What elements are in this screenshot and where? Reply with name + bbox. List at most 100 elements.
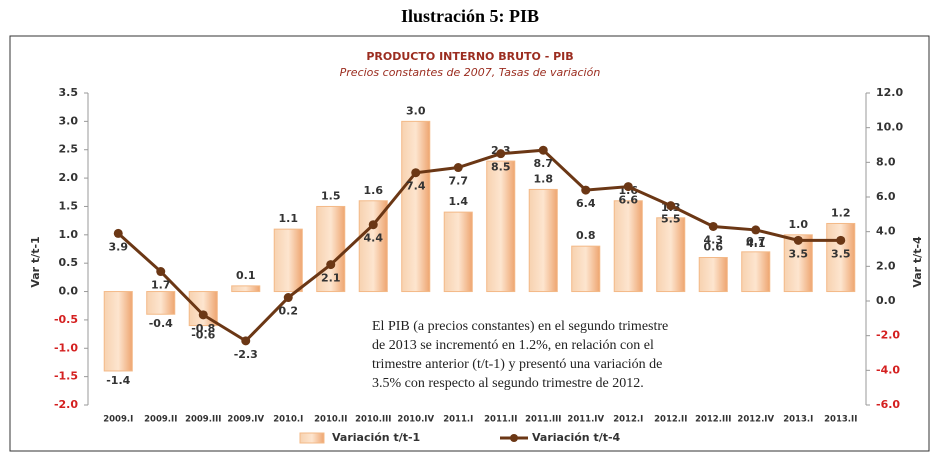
line-marker: [624, 182, 633, 191]
legend-swatch: [510, 434, 518, 442]
chart-title: PRODUCTO INTERNO BRUTO - PIB: [366, 50, 573, 63]
bar: [529, 189, 557, 291]
bar: [487, 161, 515, 291]
line-label: 6.6: [619, 194, 639, 207]
x-tick-label: 2011.III: [525, 415, 561, 425]
bar-label: 3.0: [406, 104, 426, 117]
bar: [614, 201, 642, 292]
line-marker: [241, 336, 250, 345]
y-tick-label: -2.0: [54, 398, 78, 411]
line-marker: [156, 267, 165, 276]
y-tick-label: 1.0: [59, 228, 79, 241]
y-tick-label: 1.5: [59, 199, 79, 212]
y2-tick-label: 8.0: [876, 155, 896, 168]
y-tick-label: 2.0: [59, 171, 79, 184]
annotation: de 2013 se incrementó en 1.2%, en relaci…: [372, 338, 654, 353]
legend-label: Variación t/t-4: [532, 431, 621, 444]
line-marker: [496, 149, 505, 158]
bar-label: 1.1: [279, 212, 299, 225]
line-marker: [326, 260, 335, 269]
y2-tick-label: 2.0: [876, 259, 896, 272]
y2-tick-label: 6.0: [876, 190, 896, 203]
x-tick-label: 2012.I: [613, 415, 643, 425]
line-marker: [199, 310, 208, 319]
line-label: 1.7: [151, 279, 171, 292]
bar-label: 1.2: [831, 206, 851, 219]
line: [118, 150, 841, 341]
y-tick-label: 0.5: [59, 256, 79, 269]
bar: [147, 292, 175, 315]
legend-swatch: [300, 433, 324, 443]
y2-tick-label: 4.0: [876, 225, 896, 238]
line-label: 8.5: [491, 161, 511, 174]
line-marker: [284, 293, 293, 302]
line-marker: [794, 236, 803, 245]
line-label: -0.8: [191, 322, 215, 335]
x-tick-label: 2012.III: [695, 415, 731, 425]
x-tick-label: 2009.II: [144, 415, 177, 425]
annotation: 3.5% con respecto al segundo trimestre d…: [372, 376, 644, 391]
x-tick-label: 2009.IV: [227, 415, 264, 425]
line-label: 8.7: [534, 157, 554, 170]
x-tick-label: 2010.III: [355, 415, 391, 425]
x-tick-label: 2012.IV: [737, 415, 774, 425]
x-tick-label: 2010.IV: [397, 415, 434, 425]
line-label: 4.3: [704, 233, 724, 246]
bar: [104, 292, 132, 371]
bar: [572, 246, 600, 291]
line-marker: [751, 225, 760, 234]
x-tick-label: 2012.II: [654, 415, 687, 425]
y-tick-label: -1.5: [54, 370, 78, 383]
y-tick-label: 3.5: [59, 86, 79, 99]
line-marker: [539, 146, 548, 155]
line-marker: [709, 222, 718, 231]
line-marker: [454, 163, 463, 172]
line-marker: [581, 186, 590, 195]
y2-tick-label: -6.0: [876, 398, 900, 411]
line-label: 3.5: [789, 247, 809, 260]
y-tick-label: 3.0: [59, 114, 79, 127]
line-label: 2.1: [321, 272, 341, 285]
bar-label: 1.8: [534, 172, 554, 185]
y-tick-label: -1.0: [54, 341, 78, 354]
line-marker: [836, 236, 845, 245]
bar-label: -1.4: [106, 374, 130, 387]
annotation: El PIB (a precios constantes) en el segu…: [372, 319, 668, 334]
line-label: 3.5: [831, 247, 851, 260]
line-label: 4.4: [364, 232, 384, 245]
line-label: -2.3: [234, 348, 258, 361]
y2-tick-label: -4.0: [876, 363, 900, 376]
bar: [699, 258, 727, 292]
bar-label: 1.6: [364, 184, 384, 197]
chart: Ilustración 5: PIB PRODUCTO INTERNO BRUT…: [0, 0, 940, 452]
x-tick-label: 2011.IV: [567, 415, 604, 425]
line-marker: [666, 201, 675, 210]
bar: [274, 229, 302, 291]
y2-tick-label: 10.0: [876, 121, 903, 134]
chart-subtitle: Precios constantes de 2007, Tasas de var…: [340, 66, 601, 79]
bar-label: 1.4: [449, 195, 469, 208]
bar-label: 1.0: [789, 218, 809, 231]
x-tick-label: 2010.I: [273, 415, 303, 425]
line-label: 4.1: [746, 237, 766, 250]
annotation: trimestre anterior (t/t-1) y presentó un…: [372, 357, 662, 372]
y2-tick-label: -2.0: [876, 329, 900, 342]
line-marker: [114, 229, 123, 238]
legend-label: Variación t/t-1: [332, 431, 420, 444]
bar-label: 1.5: [321, 189, 341, 202]
line-label: 0.2: [279, 305, 299, 318]
page: Ilustración 5: PIB PRODUCTO INTERNO BRUT…: [0, 0, 940, 452]
x-tick-label: 2011.II: [484, 415, 517, 425]
y-tick-label: 2.5: [59, 143, 79, 156]
x-tick-label: 2010.II: [314, 415, 347, 425]
bar-label: -0.4: [149, 317, 173, 330]
bar: [444, 212, 472, 291]
x-tick-label: 2011.I: [443, 415, 473, 425]
line-label: 7.4: [406, 180, 426, 193]
line-marker: [411, 168, 420, 177]
y2-tick-label: 0.0: [876, 294, 896, 307]
bar: [402, 121, 430, 291]
x-tick-label: 2009.III: [185, 415, 221, 425]
caption: Ilustración 5: PIB: [401, 6, 539, 26]
line-label: 6.4: [576, 197, 596, 210]
